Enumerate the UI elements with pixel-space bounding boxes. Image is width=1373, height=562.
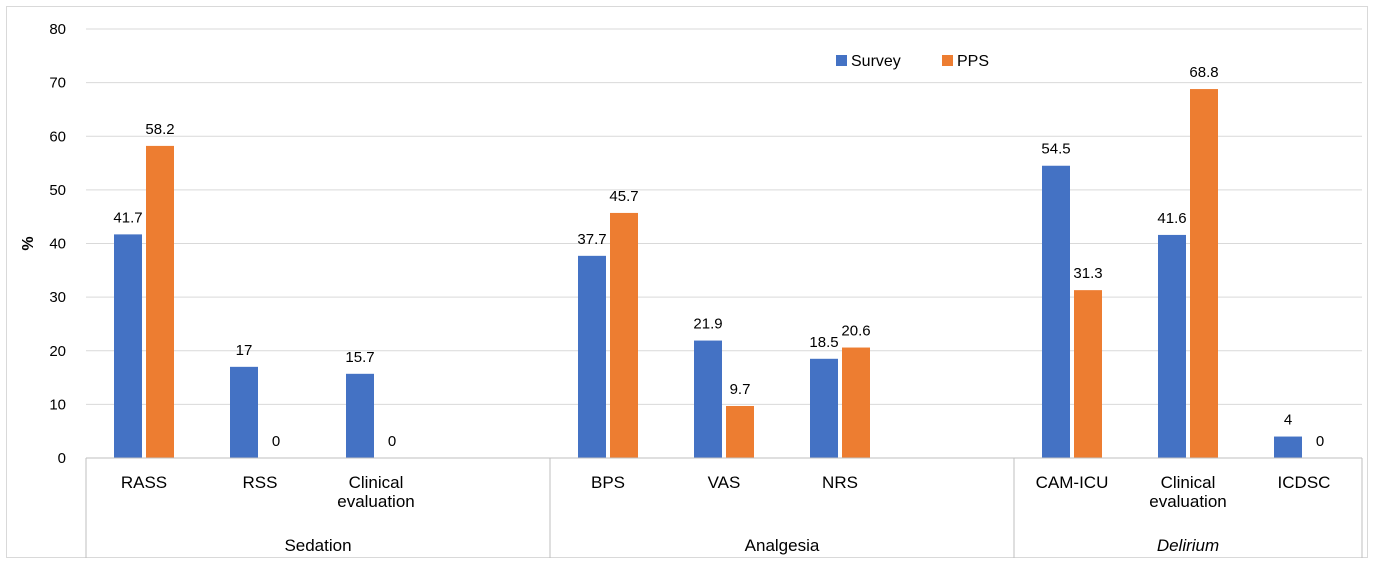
data-label: 9.7 [730, 381, 751, 398]
legend-swatch-pps [942, 55, 953, 66]
bar-survey [694, 340, 722, 458]
bar-survey [1042, 165, 1070, 458]
x-category-label: Clinical [349, 473, 404, 492]
y-tick-label: 30 [49, 289, 66, 306]
bar-pps [1074, 290, 1102, 458]
data-label: 18.5 [809, 334, 838, 351]
data-label: 45.7 [609, 188, 638, 205]
x-group-label: Delirium [1157, 536, 1219, 555]
y-tick-label: 50 [49, 182, 66, 199]
data-label: 4 [1284, 412, 1292, 429]
x-category-label: ICDSC [1278, 473, 1331, 492]
data-label: 31.3 [1073, 265, 1102, 282]
data-label: 58.2 [145, 121, 174, 138]
x-category-label: evaluation [337, 492, 415, 511]
y-tick-label: 80 [49, 21, 66, 38]
x-group-label: Sedation [284, 536, 351, 555]
x-group-label: Analgesia [745, 536, 820, 555]
x-category-label: CAM-ICU [1036, 473, 1109, 492]
bar-survey [114, 234, 142, 458]
bar-pps [726, 405, 754, 458]
bar-pps [1190, 89, 1218, 458]
bar-pps [842, 347, 870, 458]
y-tick-label: 10 [49, 396, 66, 413]
x-category-label: Clinical [1161, 473, 1216, 492]
bar-pps [146, 145, 174, 458]
data-label: 41.7 [113, 209, 142, 226]
legend-label: PPS [957, 53, 989, 70]
gridlines [86, 28, 1362, 405]
data-label: 54.5 [1041, 141, 1070, 158]
y-tick-label: 70 [49, 75, 66, 92]
x-category-label: RSS [243, 473, 278, 492]
bar-survey [346, 373, 374, 458]
x-category-label: NRS [822, 473, 858, 492]
data-label: 68.8 [1189, 64, 1218, 81]
bar-survey [1158, 234, 1186, 458]
y-tick-label: 20 [49, 343, 66, 360]
bars [114, 89, 1302, 458]
x-category-label: BPS [591, 473, 625, 492]
bar-survey [230, 366, 258, 458]
y-tick-label: 40 [49, 236, 66, 253]
legend: Survey PPS [836, 53, 989, 70]
bar-pps [610, 212, 638, 458]
bar-survey [1274, 436, 1302, 458]
y-tick-label: 0 [58, 450, 66, 467]
y-tick-label: 60 [49, 128, 66, 145]
data-label: 15.7 [345, 349, 374, 366]
x-category-label: RASS [121, 473, 167, 492]
data-label: 37.7 [577, 231, 606, 248]
data-labels: 41.7 58.2 17 0 15.7 0 37.7 45.7 21.9 9.7 18.520.6 5… [113, 64, 1324, 450]
data-label: 41.6 [1157, 210, 1186, 227]
data-label: 0 [272, 433, 280, 450]
data-label: 0 [388, 433, 396, 450]
chart-frame [6, 6, 1368, 558]
data-label: 17 [236, 342, 253, 359]
data-label: 0 [1316, 433, 1324, 450]
y-axis: 0 10 20 30 40 50 60 70 80% [20, 21, 66, 467]
legend-swatch-survey [836, 55, 847, 66]
bar-survey [578, 255, 606, 458]
bar-survey [810, 358, 838, 458]
x-category-label: evaluation [1149, 492, 1227, 511]
x-category-label: VAS [708, 473, 741, 492]
y-axis-label: % [20, 236, 37, 250]
data-label: 20.6 [841, 323, 870, 340]
data-label: 21.9 [693, 316, 722, 333]
legend-label: Survey [851, 53, 901, 70]
